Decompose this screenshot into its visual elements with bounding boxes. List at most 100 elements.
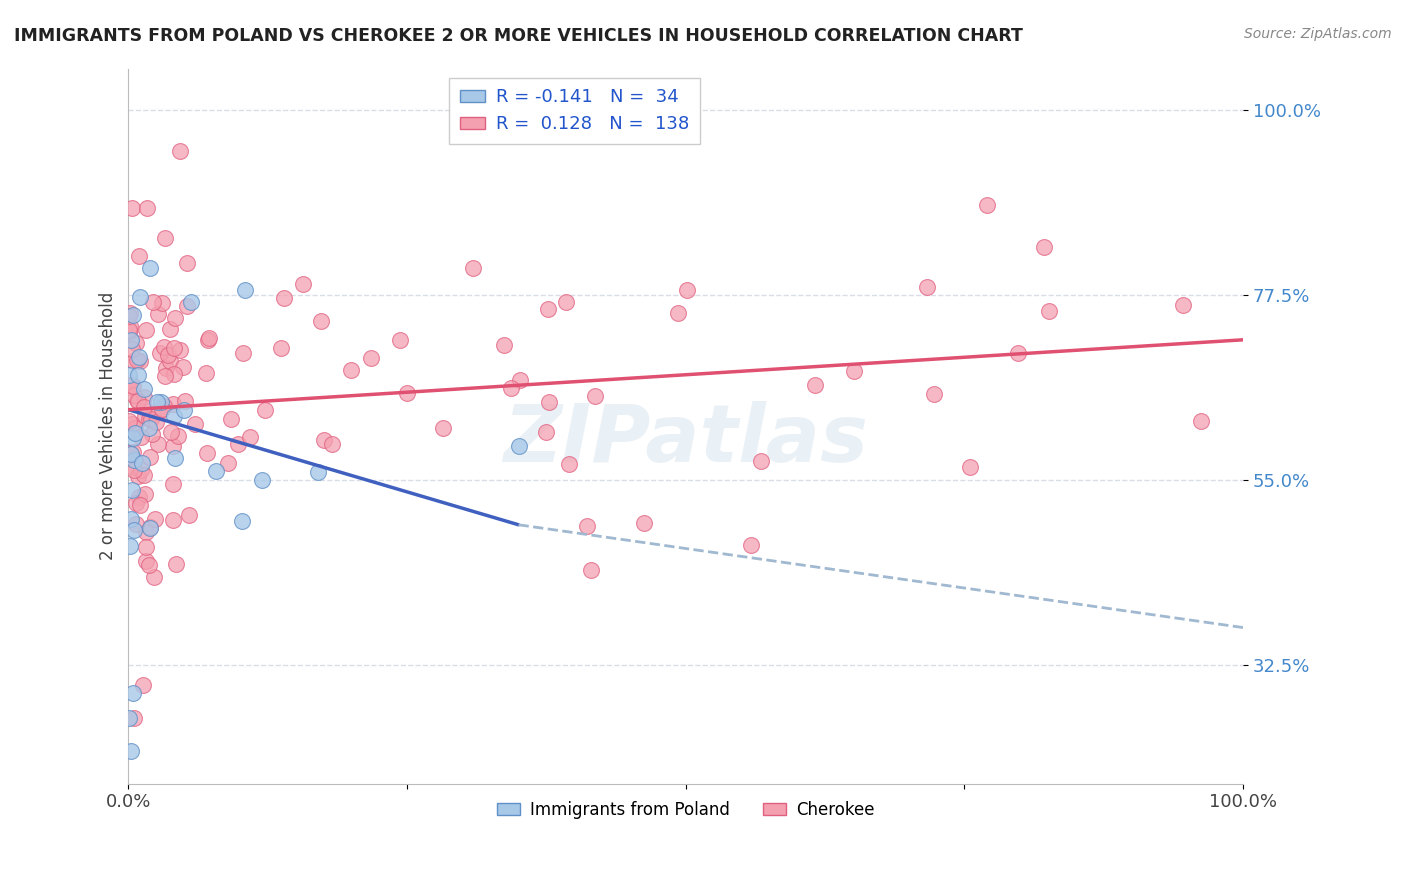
Point — [134, 409, 156, 424]
Point — [537, 395, 560, 409]
Point — [141, 427, 163, 442]
Point — [309, 314, 332, 328]
Point — [120, 744, 142, 758]
Point — [232, 346, 254, 360]
Point — [159, 321, 181, 335]
Point — [132, 382, 155, 396]
Point — [165, 310, 187, 325]
Point — [149, 346, 172, 360]
Y-axis label: 2 or more Vehicles in Household: 2 or more Vehicles in Household — [100, 292, 117, 560]
Point — [124, 426, 146, 441]
Point — [134, 487, 156, 501]
Point — [321, 436, 343, 450]
Point — [163, 368, 186, 382]
Point — [122, 308, 145, 322]
Point — [226, 437, 249, 451]
Point — [579, 563, 602, 577]
Point — [312, 433, 335, 447]
Point — [129, 290, 152, 304]
Point — [217, 456, 239, 470]
Point — [121, 483, 143, 497]
Point — [917, 279, 939, 293]
Point — [270, 342, 292, 356]
Point — [389, 333, 412, 347]
Point — [118, 306, 141, 320]
Point — [172, 360, 194, 375]
Point — [155, 361, 177, 376]
Point — [129, 463, 152, 477]
Point — [922, 386, 945, 401]
Point — [1007, 346, 1029, 360]
Point — [184, 417, 207, 431]
Point — [142, 295, 165, 310]
Point — [633, 516, 655, 530]
Point — [128, 499, 150, 513]
Point — [122, 353, 145, 368]
Point — [492, 338, 515, 352]
Point — [122, 445, 145, 459]
Point — [162, 512, 184, 526]
Point — [239, 430, 262, 444]
Point — [121, 201, 143, 215]
Point — [118, 323, 141, 337]
Point — [307, 465, 329, 479]
Point — [740, 538, 762, 552]
Point — [844, 364, 866, 378]
Point — [118, 413, 141, 427]
Point — [136, 201, 159, 215]
Point — [1189, 414, 1212, 428]
Point — [291, 277, 314, 292]
Point — [169, 144, 191, 158]
Point — [121, 459, 143, 474]
Point — [197, 333, 219, 347]
Point — [150, 394, 173, 409]
Point — [499, 381, 522, 395]
Point — [125, 517, 148, 532]
Point — [135, 323, 157, 337]
Point — [118, 326, 141, 340]
Point — [124, 523, 146, 537]
Point — [138, 521, 160, 535]
Point — [576, 519, 599, 533]
Point — [122, 379, 145, 393]
Point — [138, 450, 160, 464]
Point — [139, 520, 162, 534]
Point — [150, 295, 173, 310]
Point — [132, 468, 155, 483]
Point — [122, 387, 145, 401]
Text: Source: ZipAtlas.com: Source: ZipAtlas.com — [1244, 27, 1392, 41]
Point — [125, 335, 148, 350]
Point — [233, 284, 256, 298]
Point — [253, 403, 276, 417]
Point — [129, 430, 152, 444]
Point — [122, 711, 145, 725]
Point — [127, 394, 149, 409]
Point — [128, 351, 150, 365]
Point — [360, 351, 382, 366]
Point — [145, 415, 167, 429]
Point — [131, 456, 153, 470]
Text: ZIPatlas: ZIPatlas — [503, 401, 869, 479]
Point — [148, 307, 170, 321]
Point — [120, 319, 142, 334]
Point — [165, 557, 187, 571]
Point — [139, 411, 162, 425]
Point — [159, 354, 181, 368]
Point — [1171, 298, 1194, 312]
Point — [127, 368, 149, 382]
Point — [120, 446, 142, 460]
Point — [554, 295, 576, 310]
Point — [163, 341, 186, 355]
Point — [583, 389, 606, 403]
Point — [122, 424, 145, 438]
Point — [162, 477, 184, 491]
Point — [195, 366, 218, 380]
Point — [153, 399, 176, 413]
Point — [143, 511, 166, 525]
Point — [118, 450, 141, 464]
Point — [135, 554, 157, 568]
Point — [173, 402, 195, 417]
Point — [162, 439, 184, 453]
Point — [666, 306, 689, 320]
Point — [508, 439, 530, 453]
